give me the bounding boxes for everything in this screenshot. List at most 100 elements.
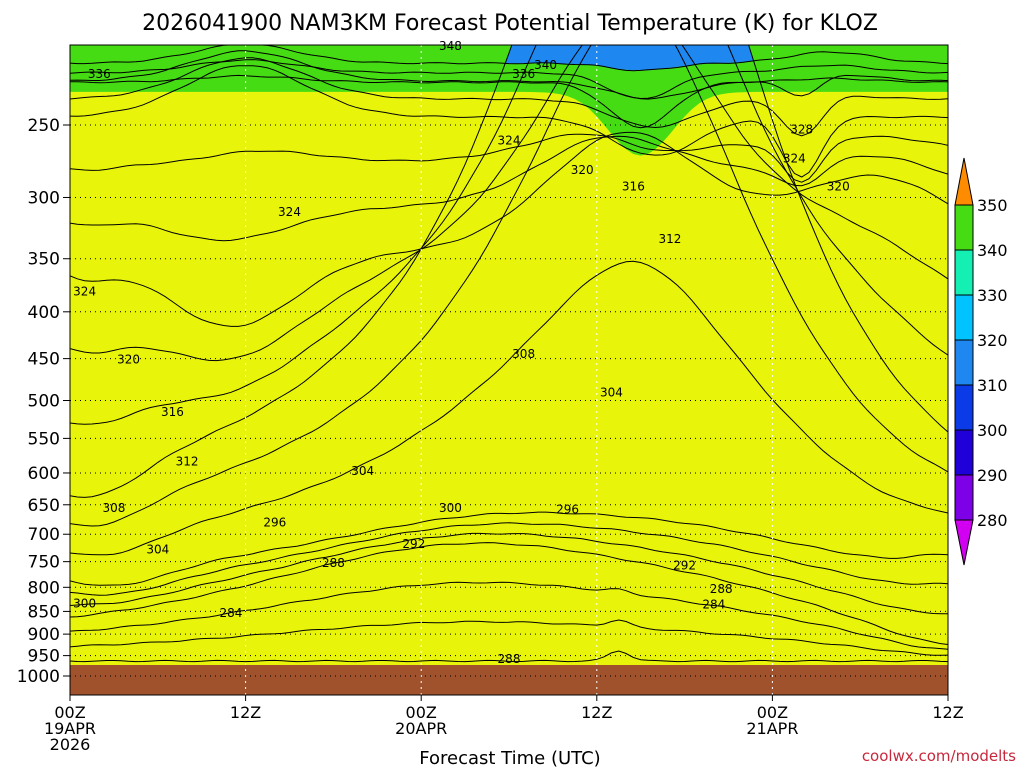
contour-label: 336 — [88, 67, 111, 81]
colorbar-segment — [954, 474, 974, 521]
theta-contour-343 — [70, 59, 948, 100]
colorbar-segment — [954, 429, 974, 476]
y-tick-label: 1000 — [17, 667, 60, 687]
surface-ground — [70, 665, 948, 695]
theta-contour-280 — [70, 650, 948, 663]
colorbar-label: 310 — [977, 376, 1008, 395]
x-tick-label: 19APR — [44, 719, 96, 738]
theta-contour-307 — [70, 45, 948, 527]
theta-contour-327 — [70, 133, 948, 183]
colorbar-segment — [954, 157, 974, 206]
theta-contour-323 — [70, 135, 948, 242]
y-tick-label: 250 — [28, 116, 60, 136]
y-tick-label: 450 — [28, 350, 60, 370]
x-tick-label: 12Z — [932, 703, 963, 722]
colorbar-label: 340 — [977, 241, 1008, 260]
contour-label: 300 — [439, 501, 462, 515]
contour-label: 308 — [512, 347, 535, 361]
theta-contour-313 — [70, 45, 948, 425]
contour-label: 300 — [73, 596, 96, 610]
x-axis-label: Forecast Time (UTC) — [419, 748, 600, 768]
y-tick-label: 950 — [28, 647, 60, 667]
y-tick-label: 850 — [28, 602, 60, 622]
y-tick-label: 750 — [28, 553, 60, 573]
colorbar-label: 280 — [977, 511, 1008, 530]
theta-contour-337 — [70, 50, 948, 100]
contour-label: 292 — [402, 537, 425, 551]
contour-label: 284 — [702, 597, 725, 611]
y-tick-label: 700 — [28, 525, 60, 545]
contour-label: 296 — [556, 503, 579, 517]
contour-label: 316 — [622, 180, 645, 194]
contour-label: 320 — [827, 180, 850, 194]
x-tick-label: 00Z — [406, 703, 437, 722]
contour-label: 284 — [220, 606, 243, 620]
y-tick-label: 800 — [28, 578, 60, 598]
theta-contour-297 — [70, 522, 948, 596]
theta-contour-330 — [70, 65, 948, 178]
contour-label: 312 — [176, 455, 199, 469]
colorbar-segment — [954, 339, 974, 386]
contour-label: 304 — [351, 464, 374, 478]
contour-label: 312 — [659, 232, 682, 246]
x-tick-label: 21APR — [746, 719, 798, 738]
contour-label: 296 — [263, 516, 286, 530]
contour-label: 324 — [783, 152, 806, 166]
colorbar-segment — [954, 249, 974, 296]
credit-text: coolwx.com/modelts — [862, 747, 1016, 765]
contour-label: 288 — [498, 652, 521, 666]
contour-lines — [70, 45, 948, 663]
theta-contour-303 — [70, 260, 948, 556]
theta-contour-340 — [70, 45, 948, 72]
theta-contour-333 — [70, 57, 948, 137]
theta-contour-310 — [70, 45, 948, 498]
x-tick-label: 20APR — [395, 719, 447, 738]
x-tick-label: 12Z — [581, 703, 612, 722]
x-tick-label: 00Z — [757, 703, 788, 722]
colorbar-label: 330 — [977, 286, 1008, 305]
theta-bands — [70, 45, 948, 665]
y-tick-label: 350 — [28, 250, 60, 270]
x-tick-label: 00Z — [54, 703, 85, 722]
chart-title: 2026041900 NAM3KM Forecast Potential Tem… — [142, 11, 878, 36]
theta-contour-283 — [70, 619, 948, 656]
contour-label: 336 — [512, 67, 535, 81]
colorbar-label: 290 — [977, 466, 1008, 485]
y-tick-label: 650 — [28, 496, 60, 516]
contour-label: 304 — [600, 385, 623, 399]
y-tick-label: 550 — [28, 429, 60, 449]
colorbar: 280 290 300 310 320 330 340 350 — [954, 157, 1008, 566]
contour-label: 292 — [673, 558, 696, 572]
theta-contour-290 — [70, 542, 948, 645]
y-axis: 250 300 350 400 450 500 550 600 650 700 750 800 850 9… — [17, 116, 70, 687]
contour-label: 340 — [534, 58, 557, 72]
colorbar-label: 350 — [977, 196, 1008, 215]
theta-band-350 — [70, 91, 948, 665]
colorbar-segment — [954, 519, 974, 566]
theta-contour-300 — [70, 511, 948, 586]
contour-label: 320 — [571, 163, 594, 177]
y-tick-label: 400 — [28, 303, 60, 323]
contour-label: 324 — [73, 284, 96, 298]
contour-label: 308 — [102, 501, 125, 515]
contour-label: 328 — [790, 123, 813, 137]
contour-label: 348 — [439, 39, 462, 53]
theta-contour-287 — [70, 581, 948, 650]
contour-label: 288 — [710, 582, 733, 596]
contour-label: 324 — [498, 134, 521, 148]
colorbar-segment — [954, 294, 974, 341]
contour-label: 304 — [146, 542, 169, 556]
contour-label: 316 — [161, 405, 184, 419]
y-tick-label: 500 — [28, 392, 60, 412]
colorbar-segment — [954, 384, 974, 431]
theta-contour-320 — [70, 131, 948, 327]
contour-label: 324 — [278, 205, 301, 219]
y-tick-label: 600 — [28, 464, 60, 484]
x-tick-label: 2026 — [50, 735, 91, 754]
colorbar-label: 300 — [977, 421, 1008, 440]
plot-frame — [69, 44, 949, 696]
